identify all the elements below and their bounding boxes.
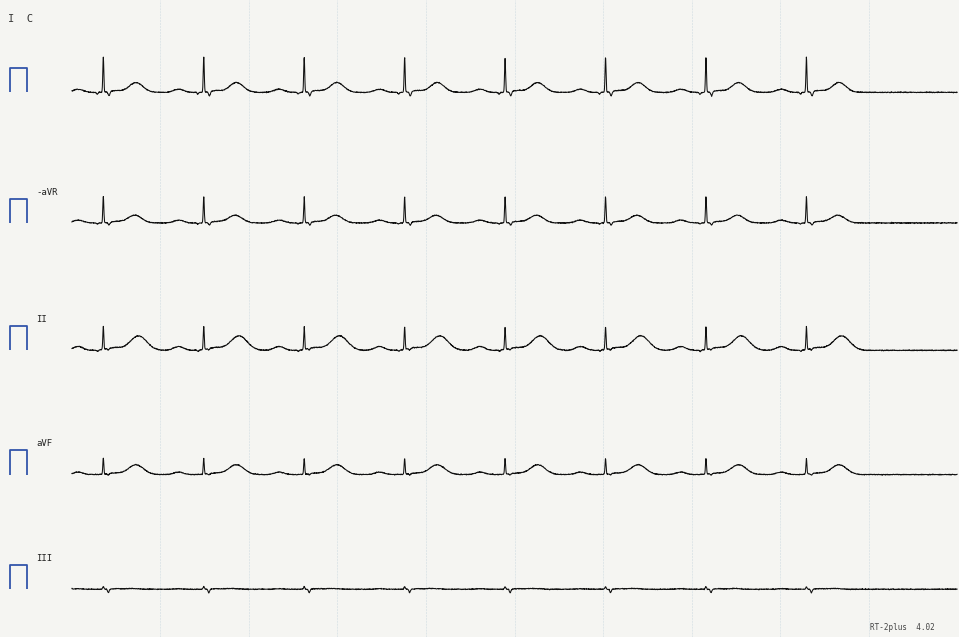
Text: RT-2plus  4.02: RT-2plus 4.02 <box>870 623 935 632</box>
Text: III: III <box>36 554 53 563</box>
Text: II: II <box>36 315 47 324</box>
Text: I  C: I C <box>8 14 33 24</box>
Text: -aVR: -aVR <box>36 188 58 197</box>
Text: aVF: aVF <box>36 440 53 448</box>
